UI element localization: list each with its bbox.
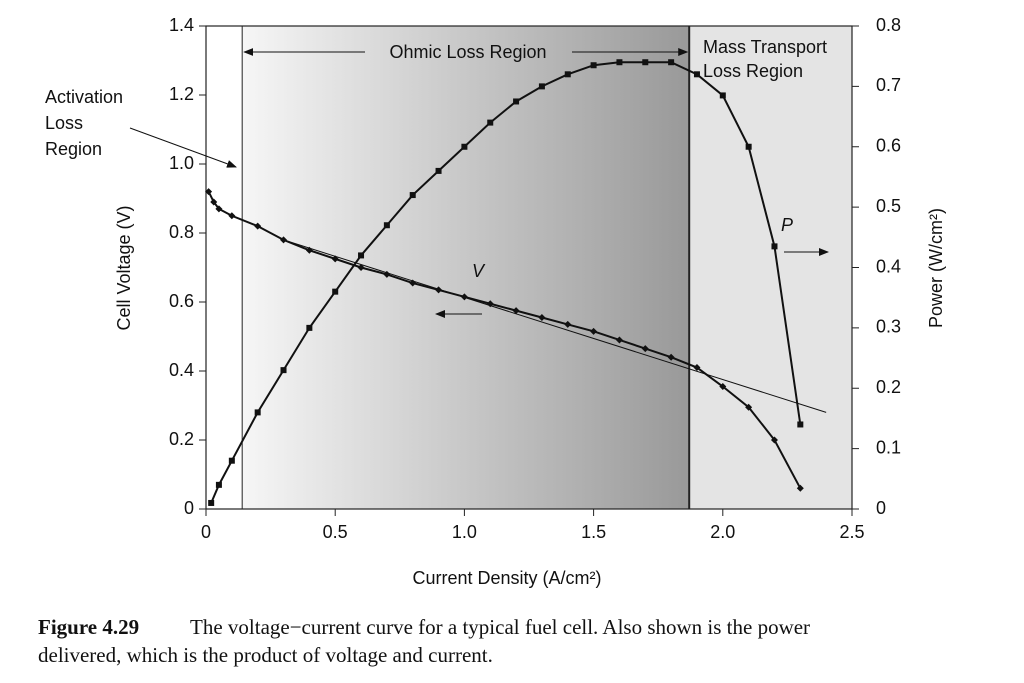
point bbox=[215, 481, 222, 488]
y-tick-label: 1.0 bbox=[169, 153, 194, 173]
point bbox=[383, 270, 391, 278]
series-label: V bbox=[472, 261, 486, 281]
region-label: Activation Loss Region bbox=[45, 87, 123, 159]
region-label: Ohmic Loss Region bbox=[389, 42, 546, 62]
x-tick-label: 1.5 bbox=[581, 522, 606, 542]
x-axis-title: Current Density (A/cm²) bbox=[412, 568, 601, 588]
point bbox=[460, 293, 468, 301]
region-label-line: Loss bbox=[45, 113, 83, 133]
point bbox=[332, 288, 339, 295]
point bbox=[409, 192, 416, 199]
point bbox=[331, 255, 339, 263]
region-label-line: Activation bbox=[45, 87, 123, 107]
point bbox=[215, 205, 223, 213]
point bbox=[564, 71, 571, 78]
x-tick-label: 0 bbox=[201, 522, 211, 542]
point bbox=[254, 222, 262, 230]
point bbox=[770, 436, 778, 444]
y-tick-label: 0.2 bbox=[169, 429, 194, 449]
point bbox=[435, 167, 442, 174]
point bbox=[208, 499, 215, 506]
region bbox=[689, 26, 852, 509]
point bbox=[280, 236, 288, 244]
point bbox=[693, 71, 700, 78]
y2-tick-label: 0.1 bbox=[876, 437, 901, 457]
point bbox=[616, 59, 623, 66]
y2-axis-title: Power (W/cm²) bbox=[926, 208, 946, 328]
y-tick-label: 0.4 bbox=[169, 360, 194, 380]
point bbox=[538, 314, 546, 322]
y2-tick-label: 0 bbox=[876, 498, 886, 518]
point bbox=[487, 119, 494, 126]
region-label-line: Loss Region bbox=[703, 61, 803, 81]
point bbox=[796, 484, 804, 492]
point bbox=[745, 403, 753, 411]
point bbox=[590, 327, 598, 335]
point bbox=[357, 264, 365, 271]
point bbox=[280, 367, 287, 374]
point bbox=[512, 307, 520, 315]
point bbox=[771, 243, 778, 250]
y-tick-label: 0 bbox=[184, 498, 194, 518]
point bbox=[461, 143, 468, 150]
y2-tick-label: 0.4 bbox=[876, 256, 901, 276]
point bbox=[409, 279, 417, 287]
point bbox=[642, 59, 649, 66]
series-label: P bbox=[781, 215, 793, 235]
y2-tick-label: 0.2 bbox=[876, 377, 901, 397]
caption-label: Figure 4.29 bbox=[38, 615, 139, 639]
point bbox=[538, 83, 545, 90]
caption-text: The voltage−current curve for a typical … bbox=[190, 615, 810, 639]
point bbox=[306, 324, 313, 331]
y-tick-label: 0.8 bbox=[169, 222, 194, 242]
point bbox=[797, 421, 804, 428]
annotation-arrow bbox=[129, 127, 237, 168]
point bbox=[358, 252, 365, 259]
region bbox=[206, 26, 243, 509]
fit-line bbox=[283, 239, 827, 413]
x-tick-label: 0.5 bbox=[323, 522, 348, 542]
point bbox=[513, 98, 520, 105]
point bbox=[383, 222, 390, 229]
region bbox=[242, 26, 690, 509]
y-axis-title: Cell Voltage (V) bbox=[114, 205, 134, 330]
point bbox=[205, 188, 213, 196]
point bbox=[667, 353, 675, 361]
point bbox=[210, 198, 218, 206]
point bbox=[254, 409, 261, 416]
point bbox=[615, 336, 623, 344]
point bbox=[590, 62, 597, 69]
point bbox=[745, 143, 752, 150]
point bbox=[719, 92, 726, 99]
y-tick-label: 1.2 bbox=[169, 84, 194, 104]
point bbox=[564, 320, 572, 328]
point bbox=[719, 383, 727, 391]
point bbox=[641, 345, 649, 353]
point bbox=[305, 246, 313, 254]
y-tick-label: 1.4 bbox=[169, 15, 194, 35]
x-tick-label: 2.5 bbox=[839, 522, 864, 542]
y2-tick-label: 0.3 bbox=[876, 317, 901, 337]
x-tick-label: 2.0 bbox=[710, 522, 735, 542]
region-label-line: Mass Transport bbox=[703, 37, 827, 57]
caption-text: delivered, which is the product of volta… bbox=[38, 643, 493, 667]
y2-tick-label: 0.8 bbox=[876, 15, 901, 35]
point bbox=[486, 300, 494, 308]
y-tick-label: 0.6 bbox=[169, 291, 194, 311]
point bbox=[435, 286, 443, 294]
region-label: Mass Transport Loss Region bbox=[703, 37, 827, 81]
y2-tick-label: 0.5 bbox=[876, 196, 901, 216]
x-tick-label: 1.0 bbox=[452, 522, 477, 542]
y2-tick-label: 0.7 bbox=[876, 75, 901, 95]
region-label-line: Region bbox=[45, 139, 102, 159]
y2-tick-label: 0.6 bbox=[876, 136, 901, 156]
point bbox=[668, 59, 675, 66]
series-line bbox=[207, 191, 802, 489]
point bbox=[228, 457, 235, 464]
point bbox=[228, 212, 236, 220]
point bbox=[693, 364, 701, 372]
